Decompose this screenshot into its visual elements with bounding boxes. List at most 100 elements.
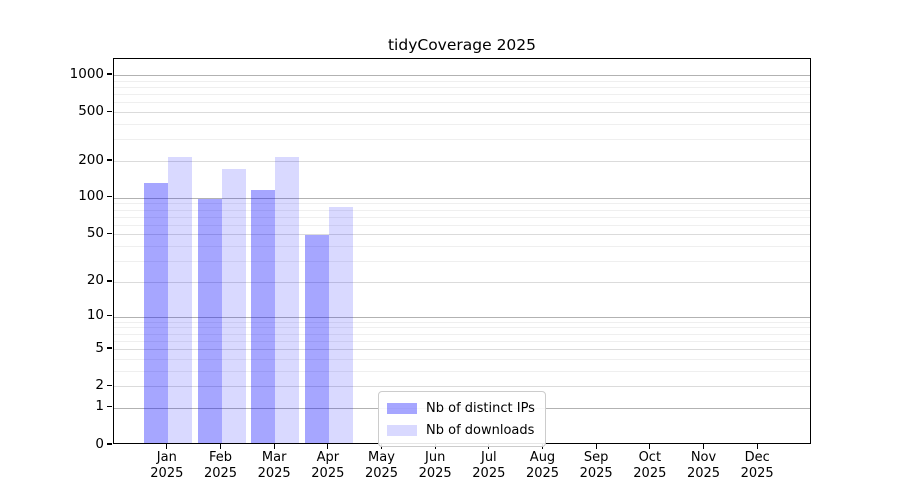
bars-layer: [114, 59, 810, 443]
x-tick-label: Jun 2025: [403, 450, 467, 481]
x-tick-mark: [327, 444, 329, 449]
gridline: [114, 386, 810, 388]
gridline: [114, 234, 810, 236]
x-tick-label-line: 2025: [257, 465, 291, 481]
y-tick-label: 0: [95, 435, 104, 452]
legend-item-nb-of-downloads: Nb of downloads: [387, 419, 535, 441]
legend-swatch-nb-of-distinct-ips: [387, 402, 417, 414]
minor-gridline: [114, 333, 810, 335]
x-tick-label-line: Jul: [480, 450, 497, 465]
bar-nb-of-downloads-apr-2025: [328, 207, 353, 443]
minor-gridline: [114, 370, 810, 372]
y-tick-label: 500: [78, 102, 104, 119]
y-tick-mark: [107, 110, 112, 112]
y-tick-mark: [107, 314, 112, 317]
minor-gridline: [114, 139, 810, 141]
minor-gridline: [114, 203, 810, 205]
y-tick-label: 1000: [69, 65, 104, 82]
plot-area: Nb of distinct IPs Nb of downloads: [113, 58, 811, 447]
bar-nb-of-distinct-ips-mar-2025: [251, 189, 276, 443]
x-tick-label: Jan 2025: [135, 450, 199, 481]
x-tick-label: Jul 2025: [457, 450, 521, 481]
minor-gridline: [114, 124, 810, 126]
x-tick-label: Sep 2025: [564, 450, 628, 481]
x-tick-label-line: Jun: [425, 450, 446, 465]
gridlines-layer: [114, 59, 810, 443]
y-tick-label: 1: [95, 398, 104, 415]
x-tick-label-line: Aug: [529, 450, 556, 465]
x-tick-label-line: 2025: [525, 465, 560, 481]
minor-gridline: [114, 102, 810, 104]
y-tick-mark: [107, 384, 112, 386]
minor-gridline: [114, 246, 810, 248]
y-tick-mark: [107, 232, 112, 235]
y-tick-mark: [107, 443, 112, 445]
x-tick-label-line: Apr: [316, 450, 340, 465]
y-tick-mark: [107, 196, 112, 198]
x-tick-mark: [649, 444, 651, 449]
minor-gridline: [114, 209, 810, 211]
x-tick-label-line: Nov: [690, 450, 717, 465]
x-tick-label-line: Dec: [744, 450, 770, 465]
major-gridline: [114, 197, 810, 199]
gridline: [114, 161, 810, 163]
x-tick-mark: [273, 444, 275, 449]
y-tick-label: 10: [86, 307, 104, 324]
x-tick-label: Feb 2025: [189, 450, 253, 481]
minor-gridline: [114, 80, 810, 82]
x-tick-label-line: 2025: [311, 465, 345, 481]
bar-nb-of-downloads-jan-2025: [167, 157, 192, 443]
x-tick-label: Mar 2025: [242, 450, 306, 481]
major-gridline: [114, 75, 810, 77]
legend: Nb of distinct IPs Nb of downloads: [378, 391, 546, 447]
x-tick-label: Dec 2025: [725, 450, 789, 481]
x-tick-label-line: 2025: [686, 465, 721, 481]
x-tick-label-line: 2025: [740, 465, 774, 481]
y-tick-mark: [107, 73, 112, 75]
legend-label: Nb of distinct IPs: [426, 400, 535, 416]
x-tick-mark: [219, 444, 222, 449]
minor-gridline: [114, 340, 810, 342]
minor-gridline: [114, 327, 810, 329]
y-tick-label: 20: [86, 272, 104, 289]
y-tick-label: 2: [95, 376, 104, 393]
y-tick-label: 100: [78, 188, 104, 205]
x-tick-label-line: 2025: [364, 465, 399, 481]
x-tick-label-line: May: [368, 450, 395, 465]
gridline: [114, 112, 810, 114]
x-tick-label-line: 2025: [418, 465, 452, 481]
x-tick-label: May 2025: [350, 450, 414, 481]
x-tick-mark: [702, 444, 705, 449]
x-tick-label: Aug 2025: [511, 450, 575, 481]
bar-nb-of-downloads-mar-2025: [275, 157, 300, 443]
x-tick-mark: [595, 444, 597, 449]
x-tick-label-line: 2025: [203, 465, 238, 481]
y-tick-label: 200: [78, 151, 104, 168]
chart-title: tidyCoverage 2025: [387, 36, 537, 54]
y-tick-mark: [107, 280, 112, 282]
minor-gridline: [114, 94, 810, 96]
x-tick-mark: [166, 444, 168, 449]
major-gridline: [114, 316, 810, 318]
x-tick-label-line: 2025: [472, 465, 506, 481]
minor-gridline: [114, 224, 810, 226]
y-tick-label: 50: [86, 224, 104, 241]
x-tick-label-line: Mar: [261, 450, 287, 465]
gridline: [114, 281, 810, 283]
minor-gridline: [114, 216, 810, 218]
x-tick-label-line: Jan: [156, 450, 177, 465]
minor-gridline: [114, 261, 810, 263]
bar-nb-of-distinct-ips-feb-2025: [197, 198, 222, 443]
legend-label: Nb of downloads: [426, 422, 535, 438]
bar-nb-of-distinct-ips-jan-2025: [143, 183, 168, 443]
minor-gridline: [114, 86, 810, 88]
legend-item-nb-of-distinct-ips: Nb of distinct IPs: [387, 397, 535, 419]
minor-gridline: [114, 358, 810, 360]
y-tick-mark: [107, 159, 112, 161]
x-tick-label-line: 2025: [150, 465, 184, 481]
gridline: [114, 349, 810, 351]
x-tick-mark: [756, 444, 758, 449]
y-tick-mark: [107, 406, 112, 408]
x-tick-label: Apr 2025: [296, 450, 360, 481]
